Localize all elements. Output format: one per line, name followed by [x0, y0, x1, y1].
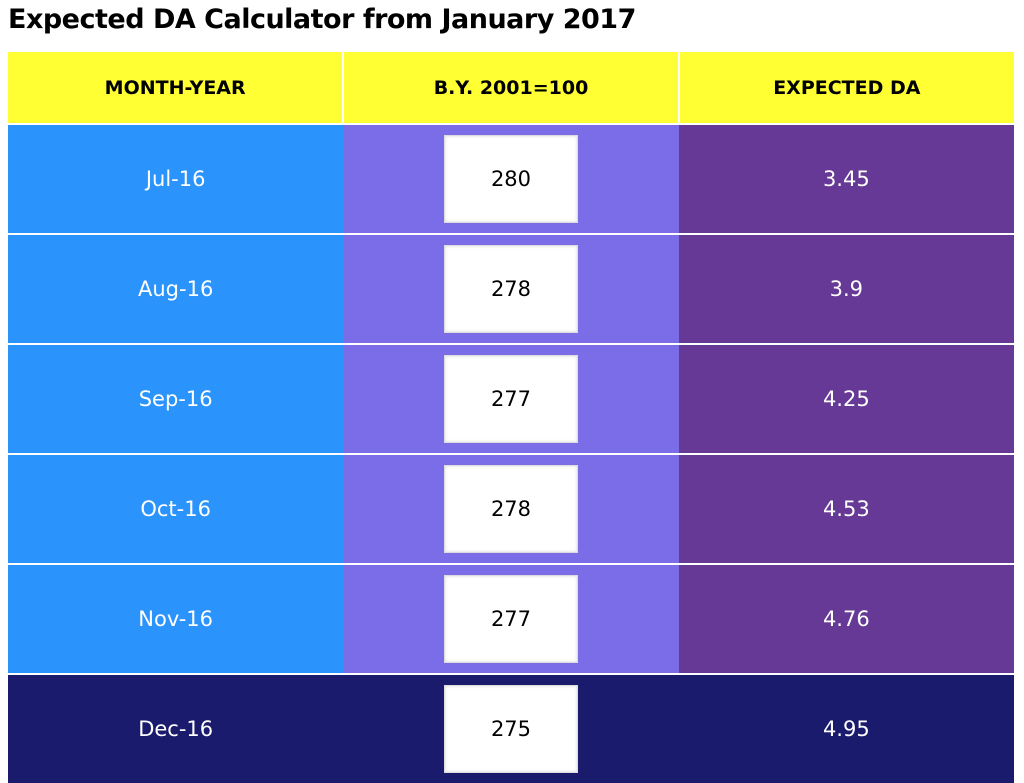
index-input[interactable] — [443, 575, 578, 663]
index-input[interactable] — [443, 245, 578, 333]
table-row: Jul-16 3.45 — [8, 123, 1014, 234]
index-cell — [343, 673, 679, 783]
month-cell: Jul-16 — [8, 123, 344, 234]
month-cell: Sep-16 — [8, 343, 344, 454]
month-cell: Aug-16 — [8, 233, 344, 344]
table-row: Nov-16 4.76 — [8, 563, 1014, 674]
index-cell — [343, 233, 679, 344]
header-expected-da: EXPECTED DA — [678, 52, 1014, 124]
expected-da-cell: 4.76 — [678, 563, 1014, 674]
index-input[interactable] — [443, 135, 578, 223]
expected-da-cell: 4.53 — [678, 453, 1014, 564]
table-row: Aug-16 3.9 — [8, 233, 1014, 344]
table-row: Sep-16 4.25 — [8, 343, 1014, 454]
expected-da-cell: 3.9 — [678, 233, 1014, 344]
index-input[interactable] — [443, 355, 578, 443]
table-row: Dec-16 4.95 — [8, 673, 1014, 783]
header-base-year-index: B.Y. 2001=100 — [343, 52, 680, 124]
header-month-year: MONTH-YEAR — [8, 52, 345, 124]
da-table: MONTH-YEAR B.Y. 2001=100 EXPECTED DA Jul… — [8, 52, 1014, 783]
index-input[interactable] — [443, 685, 578, 773]
index-cell — [343, 563, 679, 674]
month-cell: Dec-16 — [8, 673, 344, 783]
month-cell: Nov-16 — [8, 563, 344, 674]
header-row: MONTH-YEAR B.Y. 2001=100 EXPECTED DA — [8, 52, 1014, 124]
index-cell — [343, 453, 679, 564]
index-input[interactable] — [443, 465, 578, 553]
page-title: Expected DA Calculator from January 2017 — [8, 4, 636, 35]
expected-da-cell: 4.25 — [678, 343, 1014, 454]
index-cell — [343, 123, 679, 234]
expected-da-cell: 4.95 — [678, 673, 1014, 783]
expected-da-cell: 3.45 — [678, 123, 1014, 234]
index-cell — [343, 343, 679, 454]
month-cell: Oct-16 — [8, 453, 344, 564]
table-row: Oct-16 4.53 — [8, 453, 1014, 564]
